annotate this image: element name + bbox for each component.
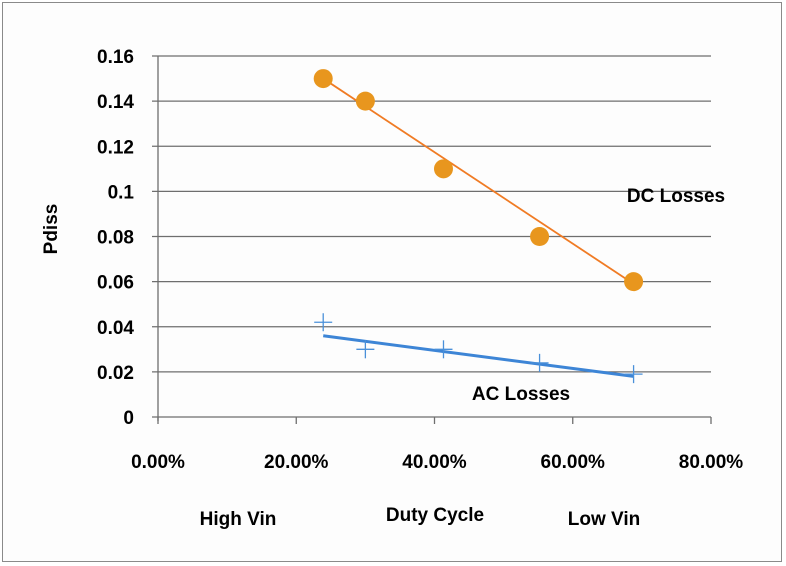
data-point <box>624 272 644 292</box>
data-point <box>314 313 333 332</box>
x-tick-label: 20.00% <box>264 452 329 473</box>
gridlines <box>152 55 711 373</box>
trendline <box>323 334 634 378</box>
axes <box>152 56 712 424</box>
data-point <box>433 159 453 179</box>
data-point <box>530 353 549 372</box>
x-sub-label-low-vin: Low Vin <box>568 509 640 530</box>
data-point <box>355 91 375 111</box>
series-dc-losses <box>313 69 644 292</box>
x-tick-label: 80.00% <box>679 452 744 473</box>
series-group <box>313 69 644 384</box>
y-tick-label: 0 <box>123 408 134 429</box>
data-point <box>624 365 643 384</box>
data-point <box>434 340 453 359</box>
x-sub-label-high-vin: High Vin <box>200 509 277 530</box>
y-tick-label: 0.14 <box>97 92 134 113</box>
y-tick-label: 0.12 <box>97 137 134 158</box>
annotation-ac-losses: AC Losses <box>472 384 570 405</box>
y-tick-labels: 0 0.02 0.04 0.06 0.08 0.1 0.12 0.14 0.16 <box>97 47 134 429</box>
x-tick-label: 0.00% <box>131 452 185 473</box>
data-point <box>313 69 333 89</box>
y-tick-label: 0.04 <box>97 318 134 339</box>
y-axis-label: Pdiss <box>41 204 62 255</box>
x-tick-label: 60.00% <box>541 452 606 473</box>
trendline <box>322 77 635 285</box>
y-tick-label: 0.1 <box>108 182 135 203</box>
y-tick-label: 0.06 <box>97 273 134 294</box>
series-ac-losses <box>314 313 643 384</box>
x-axis-label: Duty Cycle <box>386 505 484 526</box>
y-tick-label: 0.08 <box>97 228 134 249</box>
x-tick-labels: 0.00% 20.00% 40.00% 60.00% 80.00% <box>131 452 743 473</box>
annotation-dc-losses: DC Losses <box>627 186 725 207</box>
y-tick-label: 0.16 <box>97 47 134 68</box>
y-tick-label: 0.02 <box>97 363 134 384</box>
data-point <box>356 340 375 359</box>
data-point <box>530 227 550 246</box>
x-tick-label: 40.00% <box>402 452 467 473</box>
